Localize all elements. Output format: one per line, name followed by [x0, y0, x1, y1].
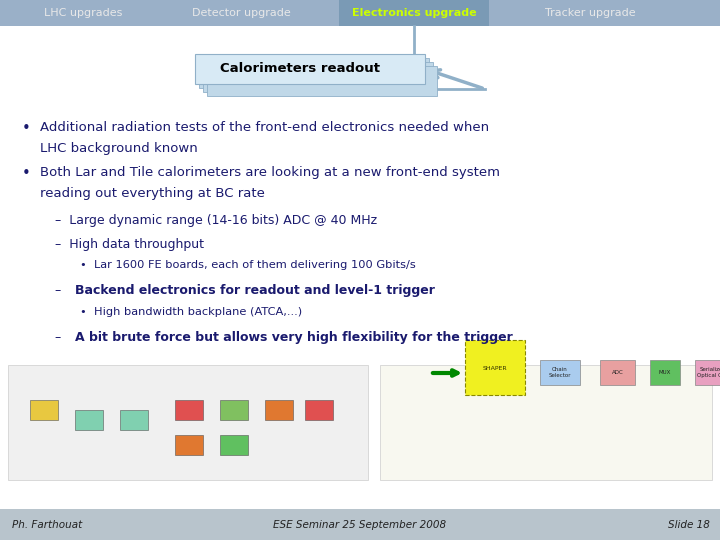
Bar — [175, 435, 203, 455]
Bar — [265, 400, 293, 420]
Text: •  High bandwidth backplane (ATCA,...): • High bandwidth backplane (ATCA,...) — [80, 307, 302, 316]
Bar — [120, 410, 148, 430]
Bar — [339, 0, 489, 26]
Bar — [199, 58, 429, 88]
Text: LHC upgrades: LHC upgrades — [44, 8, 122, 18]
Text: Additional radiation tests of the front-end electronics needed when: Additional radiation tests of the front-… — [40, 121, 489, 134]
Bar — [650, 360, 680, 385]
Text: reading out everything at BC rate: reading out everything at BC rate — [40, 187, 265, 200]
Bar — [0, 0, 720, 26]
Text: Ph. Farthouat: Ph. Farthouat — [12, 519, 82, 530]
Text: MUX: MUX — [659, 370, 671, 375]
Text: ESE Seminar 25 September 2008: ESE Seminar 25 September 2008 — [274, 519, 446, 530]
Text: •: • — [22, 121, 31, 136]
Text: A bit brute force but allows very high flexibility for the trigger: A bit brute force but allows very high f… — [75, 330, 513, 343]
Bar — [175, 400, 203, 420]
Bar — [220, 400, 248, 420]
Text: Serializer
Optical Out: Serializer Optical Out — [697, 367, 720, 378]
Bar — [380, 365, 712, 480]
Text: –: – — [55, 330, 69, 343]
Text: Electronics upgrade: Electronics upgrade — [351, 8, 477, 18]
Bar — [207, 66, 437, 96]
Bar — [465, 340, 525, 395]
Text: Slide 18: Slide 18 — [668, 519, 710, 530]
Text: LHC background known: LHC background known — [40, 142, 198, 155]
Bar — [0, 509, 720, 540]
Bar — [540, 360, 580, 385]
Text: Tracker upgrade: Tracker upgrade — [545, 8, 636, 18]
Bar — [30, 400, 58, 420]
Bar — [220, 435, 248, 455]
Bar — [75, 410, 103, 430]
Text: •  Lar 1600 FE boards, each of them delivering 100 Gbits/s: • Lar 1600 FE boards, each of them deliv… — [80, 260, 415, 270]
Text: –  Large dynamic range (14-16 bits) ADC @ 40 MHz: – Large dynamic range (14-16 bits) ADC @… — [55, 214, 377, 227]
Bar — [695, 360, 720, 385]
Text: Calorimeters readout: Calorimeters readout — [220, 63, 380, 76]
Bar — [8, 365, 368, 480]
Text: •: • — [22, 166, 31, 181]
Bar — [600, 360, 635, 385]
Text: ADC: ADC — [611, 370, 624, 375]
Text: Chain
Selector: Chain Selector — [549, 367, 571, 378]
Text: SHAPER: SHAPER — [482, 366, 508, 370]
Text: –  High data throughput: – High data throughput — [55, 238, 204, 251]
Text: Backend electronics for readout and level-1 trigger: Backend electronics for readout and leve… — [75, 284, 435, 297]
Text: Both Lar and Tile calorimeters are looking at a new front-end system: Both Lar and Tile calorimeters are looki… — [40, 166, 500, 179]
Bar — [203, 62, 433, 92]
Text: –: – — [55, 284, 69, 297]
Text: Detector upgrade: Detector upgrade — [192, 8, 291, 18]
Bar — [305, 400, 333, 420]
Bar — [195, 54, 425, 84]
